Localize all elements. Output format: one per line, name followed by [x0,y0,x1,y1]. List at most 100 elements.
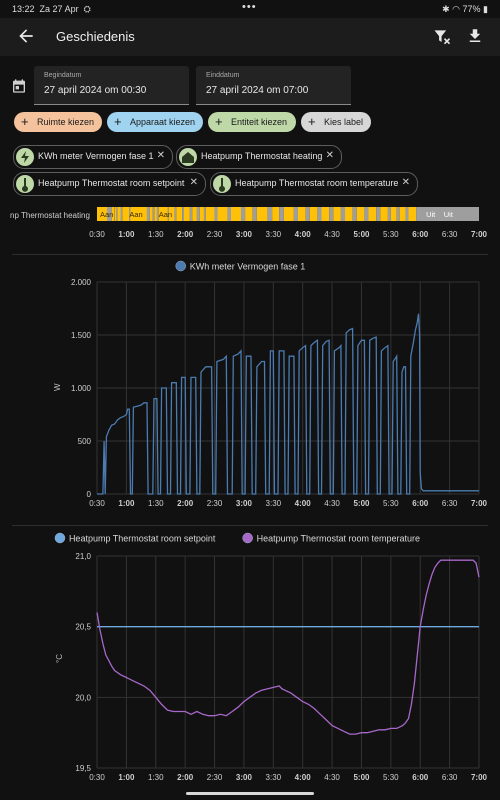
back-arrow-icon[interactable] [16,26,36,46]
filter-clear-icon[interactable] [432,27,452,47]
timeline-off-segment [174,207,177,221]
y-tick-label: 19,5 [75,764,91,773]
remove-icon[interactable]: ✕ [189,177,198,188]
timeline-on-segment [192,207,197,221]
plus-icon: + [114,114,122,129]
timeline-label: np Thermostat heating [10,211,90,220]
x-tick-label: 4:00 [295,230,312,239]
end-date-label: Einddatum [206,72,240,79]
timeline-on-segment [380,207,388,221]
legend-swatch[interactable] [175,260,186,272]
timeline-off-segment [152,207,155,221]
entity-chip-setpoint[interactable]: Heatpump Thermostat room setpoint ✕ [13,172,206,196]
timeline-on-segment [408,207,417,221]
x-tick-label: 7:00 [471,499,488,508]
legend-label[interactable]: KWh meter Vermogen fase 1 [190,262,306,272]
home-thermometer-icon [179,148,197,166]
x-tick-label: 5:00 [353,499,370,508]
timeline-off-segment [279,207,284,221]
start-date-label: Begindatum [44,72,82,79]
timeline-on-segment [149,207,153,221]
x-tick-label: 0:30 [89,773,105,782]
timeline-on-segment [154,207,157,221]
remove-icon[interactable]: ✕ [156,150,165,161]
timeline-on-segment [183,207,190,221]
y-axis-label: W [53,383,62,391]
timeline-on-segment [283,207,294,221]
timeline-off-segment [317,207,322,221]
timeline-off-segment [189,207,193,221]
x-tick-label: 1:30 [148,773,164,782]
x-tick-label: 4:00 [295,499,312,508]
choose-entity-label: Entiteit kiezen [231,117,288,127]
timeline-on-segment [205,207,215,221]
x-tick-label: 4:30 [324,773,340,782]
x-tick-label: 6:00 [412,230,429,239]
timeline-on-segment [97,207,107,221]
x-tick-label: 4:30 [324,230,340,239]
end-date-value: 27 april 2024 om 07:00 [206,85,309,96]
timeline-off-segment [340,207,346,221]
entity-chip-label: KWh meter Vermogen fase 1 [38,151,154,161]
entity-chip-kwh[interactable]: KWh meter Vermogen fase 1 ✕ [13,145,173,169]
timeline-off-segment [106,207,112,221]
entity-chip-room-temp[interactable]: Heatpump Thermostat room temperature ✕ [210,172,418,196]
choose-device-label: Apparaat kiezen [130,117,196,127]
status-time: 13:22 [12,4,35,14]
x-tick-label: 3:00 [236,230,253,239]
app-bar: Geschiedenis [0,18,500,56]
status-bar: 13:22 Za 27 Apr ⛭ ••• ✱ ◠ 77% ▮ [0,0,500,18]
legend-swatch[interactable] [54,532,66,544]
x-tick-label: 6:00 [412,773,429,782]
timeline-state-label: Uit [444,210,454,219]
x-tick-label: 7:00 [471,230,488,239]
x-tick-label: 1:00 [118,230,135,239]
remove-icon[interactable]: ✕ [325,150,334,161]
battery-text: 77% [462,4,481,14]
timeline-off-segment [196,207,200,221]
timeline-on-segment [333,207,341,221]
timeline-on-segment [114,207,117,221]
status-time-date: 13:22 Za 27 Apr ⛭ [12,4,91,15]
navigation-handle[interactable] [186,792,314,795]
timeline-off-segment [416,207,479,221]
choose-entity-chip[interactable]: + Entiteit kiezen [208,112,296,132]
calendar-icon [13,79,25,93]
timeline-state-label: Uit [426,210,436,219]
timeline-off-segment [214,207,218,221]
y-tick-label: 20,5 [75,623,91,632]
choose-device-chip[interactable]: + Apparaat kiezen [107,112,203,132]
x-tick-label: 1:30 [148,499,164,508]
choose-area-chip[interactable]: + Ruimte kiezen [14,112,102,132]
choose-label-chip[interactable]: + Kies label [301,112,371,132]
battery-icon: ▮ [483,4,488,14]
entity-chip-heating[interactable]: Heatpump Thermostat heating ✕ [176,145,342,169]
thermometer-icon [16,175,34,193]
legend-label[interactable]: Heatpump Thermostat room setpoint [69,534,216,544]
x-tick-label: 5:30 [383,499,399,508]
x-tick-label: 2:00 [177,230,194,239]
timeline-on-segment [390,207,397,221]
entity-chip-label: Heatpump Thermostat room temperature [235,178,399,188]
legend-label[interactable]: Heatpump Thermostat room temperature [257,534,420,544]
x-tick-label: 6:30 [442,230,458,239]
x-tick-label: 2:00 [177,499,194,508]
timeline-off-segment [182,207,184,221]
timeline-on-segment [230,207,241,221]
x-tick-label: 3:30 [266,499,282,508]
start-date-field[interactable]: Begindatum 27 april 2024 om 00:30 [34,66,189,105]
remove-icon[interactable]: ✕ [401,177,410,188]
legend-swatch[interactable] [242,532,253,544]
download-icon[interactable] [466,27,484,45]
timeline-off-segment [129,207,131,221]
timeline-on-segment [245,207,253,221]
end-date-field[interactable]: Einddatum 27 april 2024 om 07:00 [196,66,351,105]
x-tick-label: 3:00 [236,499,253,508]
timeline-on-segment [321,207,330,221]
entity-chip-label: Heatpump Thermostat room setpoint [38,178,185,188]
timeline-off-segment [396,207,400,221]
timeline-on-segment [158,207,168,221]
heating-timeline: np Thermostat heating Aan Aan Aan Uit Uit 0:… [10,207,488,239]
timeline-on-segment [117,207,121,221]
bluetooth-icon: ✱ [442,4,450,14]
